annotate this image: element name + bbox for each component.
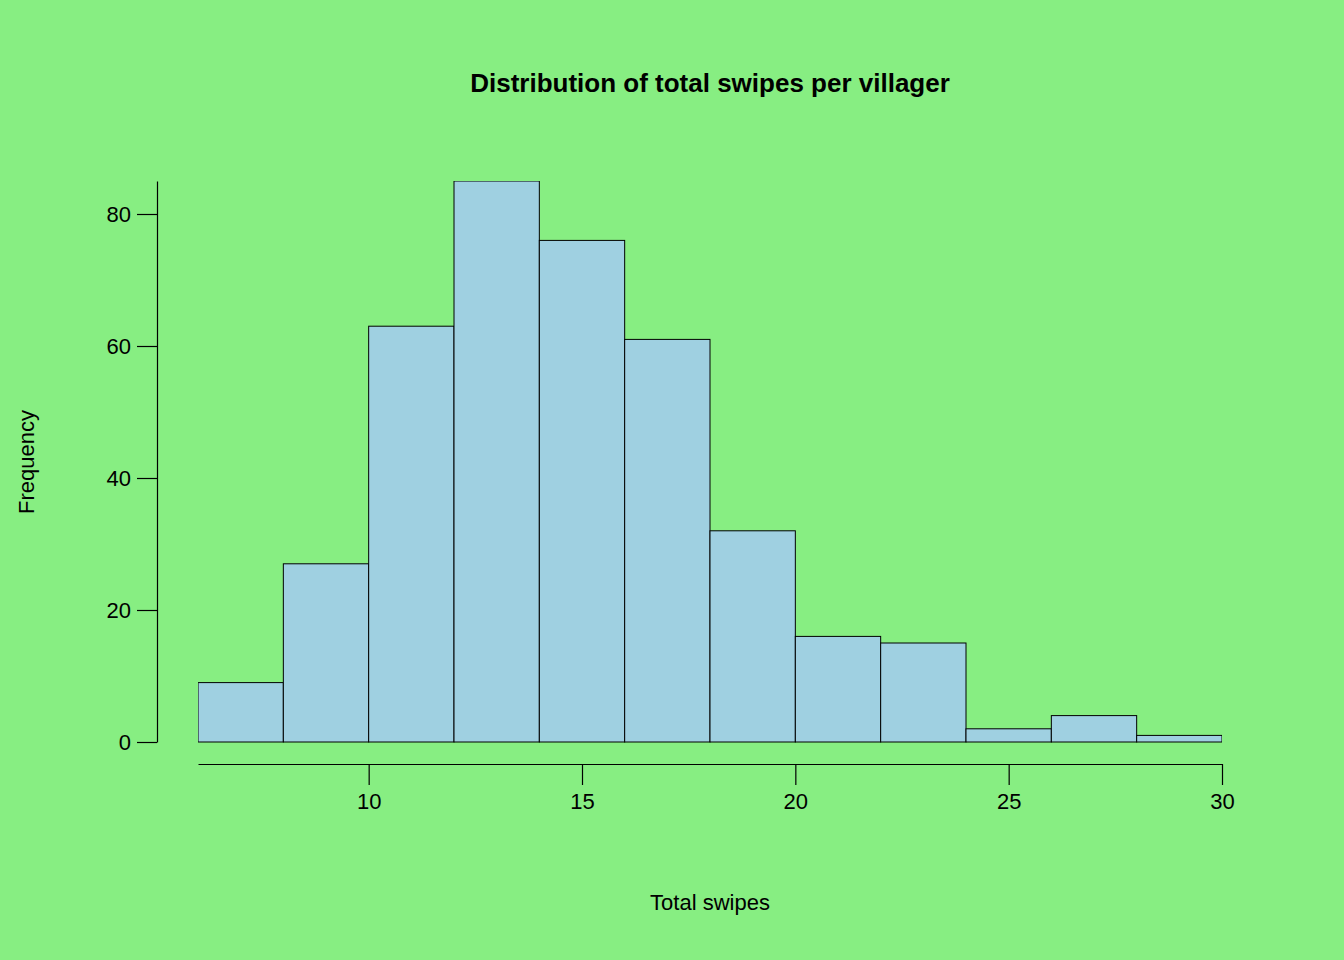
x-axis-line: [199, 764, 1223, 765]
bar: [369, 326, 454, 742]
y-axis-title: Frequency: [14, 410, 39, 514]
bar: [881, 643, 966, 742]
tick: 20: [784, 764, 808, 814]
tick: 0: [119, 730, 157, 755]
tick-label: 40: [107, 466, 131, 491]
chart: 10 15 20 25 30 0 20 40 60 80 Distribution of total…: [0, 0, 1344, 960]
x-axis-title: Total swipes: [650, 890, 770, 915]
bar: [539, 240, 624, 742]
tick: 60: [107, 334, 157, 359]
bar: [1051, 716, 1136, 742]
bar: [966, 729, 1051, 742]
tick-mark: [137, 346, 157, 347]
title: Distribution of total swipes per village…: [470, 68, 950, 98]
tick-mark: [137, 478, 157, 479]
x-axis: 10 15 20 25 30: [199, 764, 1235, 814]
bar: [710, 531, 795, 742]
tick: 20: [107, 598, 157, 623]
tick-label: 10: [357, 789, 381, 814]
tick-mark: [137, 610, 157, 611]
tick-label: 20: [784, 789, 808, 814]
tick-label: 20: [107, 598, 131, 623]
bars: [198, 181, 1222, 742]
bar: [283, 564, 368, 742]
tick-mark: [795, 764, 796, 785]
tick-label: 60: [107, 334, 131, 359]
tick-mark: [137, 742, 157, 743]
tick-label: 30: [1210, 789, 1234, 814]
tick-label: 15: [570, 789, 594, 814]
y-axis: 0 20 40 60 80: [107, 182, 158, 755]
bar: [198, 683, 283, 742]
bar: [1137, 735, 1222, 742]
tick: 80: [107, 202, 157, 227]
tick: 25: [997, 764, 1021, 814]
bar: [795, 636, 880, 742]
tick-label: 80: [107, 202, 131, 227]
tick-mark: [1222, 764, 1223, 785]
tick: 30: [1210, 764, 1234, 814]
y-axis-line: [157, 182, 158, 743]
background: [0, 0, 1344, 960]
tick-mark: [369, 764, 370, 785]
tick: 10: [357, 764, 381, 814]
tick-label: 0: [119, 730, 131, 755]
tick-mark: [137, 214, 157, 215]
tick-label: 25: [997, 789, 1021, 814]
tick-mark: [582, 764, 583, 785]
tick-mark: [1009, 764, 1010, 785]
bar: [625, 339, 710, 742]
tick: 15: [570, 764, 594, 814]
tick: 40: [107, 466, 157, 491]
bar: [454, 181, 539, 742]
